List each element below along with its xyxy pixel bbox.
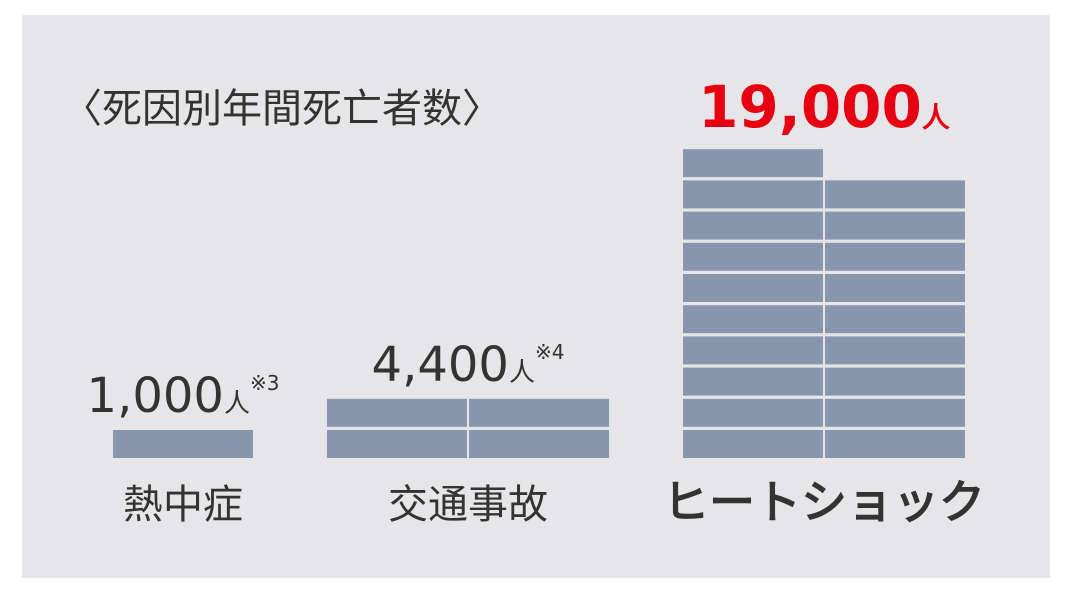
block: [683, 211, 823, 240]
value-text: 4,400: [372, 337, 509, 393]
value-label: 4,400人※4: [372, 337, 565, 393]
note-text: ※4: [535, 340, 564, 364]
value-label: 1,000人※3: [87, 368, 280, 424]
note-text: ※3: [250, 371, 279, 395]
block: [683, 242, 823, 271]
block: [683, 274, 823, 302]
block: [825, 211, 965, 240]
block: [825, 367, 965, 396]
block: [327, 398, 467, 427]
value-text: 19,000: [698, 73, 922, 141]
block: [825, 242, 965, 271]
block: [327, 430, 467, 458]
unit-text: 人: [922, 101, 950, 134]
unit-text: 人: [224, 389, 250, 419]
block: [825, 336, 965, 365]
unit-text: 人: [509, 358, 535, 388]
block: [683, 336, 823, 365]
category-label: ヒートショック: [663, 475, 985, 529]
category-label: 熱中症: [123, 482, 243, 528]
chart-title: 〈死因別年間死亡者数〉: [62, 86, 502, 132]
block: [683, 149, 823, 178]
block: [683, 180, 823, 209]
block: [825, 305, 965, 334]
block: [469, 398, 609, 427]
block: [683, 367, 823, 396]
block: [825, 398, 965, 427]
value-text: 1,000: [87, 368, 224, 424]
category-label: 交通事故: [388, 482, 548, 528]
value-label: 19,000人: [698, 73, 950, 141]
block: [683, 398, 823, 427]
block: [469, 430, 609, 458]
block: [683, 305, 823, 334]
block: [825, 180, 965, 209]
block: [825, 430, 965, 458]
block: [825, 274, 965, 302]
block: [683, 430, 823, 458]
block: [113, 430, 253, 458]
